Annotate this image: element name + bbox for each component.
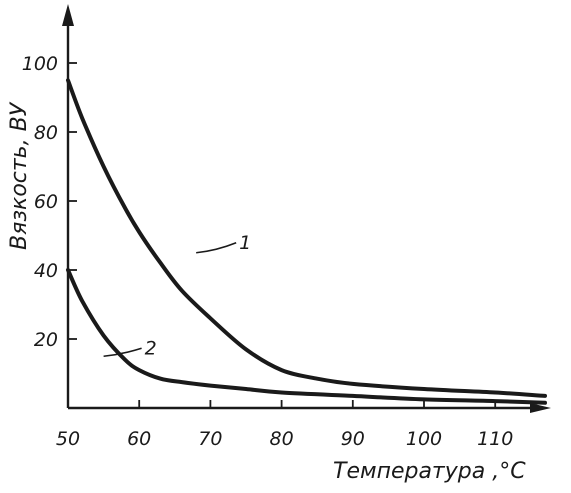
x-tick-label: 80 [270, 428, 294, 450]
series-1-label: 1 [239, 232, 251, 254]
x-tick-label: 110 [477, 428, 513, 450]
y-ticks: 20 40 60 80 100 [22, 53, 77, 351]
series-2-leader [103, 347, 142, 358]
y-tick-label: 60 [34, 191, 58, 213]
x-tick-label: 90 [341, 428, 365, 450]
series-1-line [66, 78, 547, 398]
x-ticks: 50 60 70 80 90 100 110 [56, 400, 513, 450]
y-tick-label: 40 [34, 260, 58, 282]
series-2-line [66, 268, 547, 405]
series-1-leader [196, 242, 237, 254]
y-tick-label: 20 [34, 329, 58, 351]
axes [62, 4, 551, 413]
curve-labels: 12 [103, 232, 251, 359]
x-tick-label: 50 [56, 428, 80, 450]
x-axis-arrow [530, 403, 551, 413]
y-tick-label: 80 [34, 122, 58, 144]
x-axis-title: Температура ,°С [333, 459, 526, 484]
x-tick-label: 70 [198, 428, 222, 450]
y-axis-title: Вязкость, ВУ [7, 101, 32, 250]
series-2-label: 2 [145, 337, 157, 359]
curves [66, 78, 547, 405]
x-tick-label: 100 [406, 428, 442, 450]
y-tick-label: 100 [22, 53, 58, 75]
y-axis-arrow [62, 4, 74, 26]
x-tick-label: 60 [127, 428, 151, 450]
